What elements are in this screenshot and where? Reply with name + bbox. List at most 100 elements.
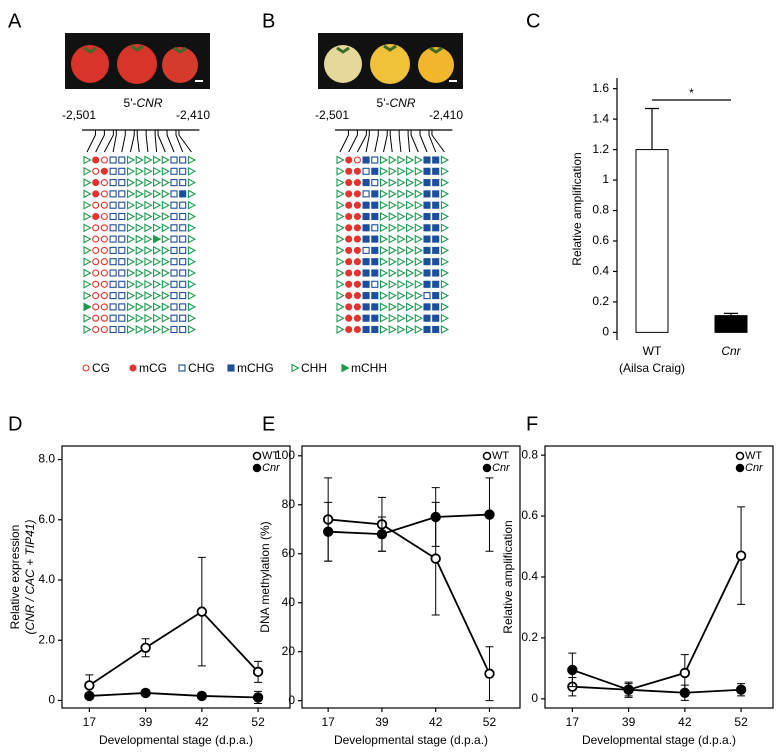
methylation-site [362,325,370,334]
methylation-site [397,200,406,210]
methylation-site [161,302,170,312]
methylation-site [371,325,379,334]
methylation-site [83,245,92,255]
methylation-site [440,257,450,267]
methylation-site [187,279,197,289]
methylation-site [379,325,389,334]
methylation-site [414,268,423,278]
methylation-site [144,166,153,176]
methylation-site [161,212,170,221]
methylation-site [423,156,431,164]
methylation-site [397,178,406,188]
methylation-site [187,325,197,334]
methylation-site [345,303,353,311]
methylation-site [83,257,92,267]
methylation-site [100,167,108,175]
methylation-site [126,325,136,334]
methylation-site [414,178,423,188]
methylation-site [440,279,450,289]
methylation-site [161,166,170,176]
methylation-site [397,325,406,334]
methylation-site [414,200,423,210]
methylation-site [161,200,170,210]
methylation-site [135,279,144,289]
methylation-site [153,212,162,221]
methylation-site [371,269,379,277]
methylation-site [92,224,100,232]
methylation-site [414,189,423,199]
methylation-site [135,302,144,312]
methylation-site [135,155,144,165]
methylation-site [170,325,178,334]
series-line [89,692,259,699]
methylation-site [353,325,361,334]
methylation-site [379,257,389,267]
methylation-site [362,314,370,322]
data-point [430,511,441,523]
methylation-site [135,245,144,255]
methylation-site [187,257,197,267]
site-connector [145,130,149,153]
legend-label: CHG [188,361,215,375]
methylation-site [353,190,361,198]
methylation-site [153,234,162,244]
panel-label: D [8,413,22,435]
y-tick-label: 1.2 [592,142,609,156]
methylation-site [109,314,117,322]
site-connector [348,130,358,153]
y-tick-label: 0.4 [592,264,609,278]
methylation-site [388,189,397,199]
methylation-site [353,201,361,209]
methylation-site [371,292,379,300]
methylation-site [353,212,361,221]
legend-symbol [291,363,300,373]
methylation-site [144,245,153,255]
methylation-site [187,268,197,278]
error-bar [645,107,659,150]
methylation-site [440,223,450,233]
methylation-site [371,212,379,221]
methylation-site [336,212,345,221]
methylation-site [83,234,92,244]
methylation-site [414,155,423,165]
methylation-site [432,167,440,175]
methylation-site [187,302,197,312]
methylation-site [379,223,389,233]
site-connector [154,130,158,153]
methylation-site [371,303,379,311]
legend-label: mCG [139,361,167,375]
data-point [376,528,388,540]
site-connector [365,130,370,153]
methylation-site [406,234,415,244]
methylation-site [92,212,100,221]
methylation-site [144,325,153,334]
methylation-site [92,246,100,254]
methylation-site [179,246,187,254]
methylation-site [423,235,431,243]
y-tick-label: 0.6 [521,508,538,522]
methylation-site [161,245,170,255]
methylation-site [83,200,92,210]
methylation-site [100,190,108,198]
methylation-site [153,313,162,323]
data-point [196,690,208,702]
x-tick-label: 17 [83,715,97,729]
methylation-site [92,156,100,164]
series-line [88,610,259,687]
site-connector [389,130,393,153]
methylation-site [440,155,450,165]
methylation-site [92,179,100,187]
legend-label: CHH [301,361,327,375]
y-tick-label: 0.8 [592,203,609,217]
bar [714,315,748,333]
y-tick-label: 0.6 [592,233,609,247]
methylation-site [83,178,92,188]
methylation-site [388,313,397,323]
methylation-site [92,258,100,266]
methylation-site [353,167,361,175]
methylation-site [161,313,170,323]
methylation-site [423,314,431,322]
plot-frame [301,445,521,709]
legend-label: mCHH [351,361,387,375]
